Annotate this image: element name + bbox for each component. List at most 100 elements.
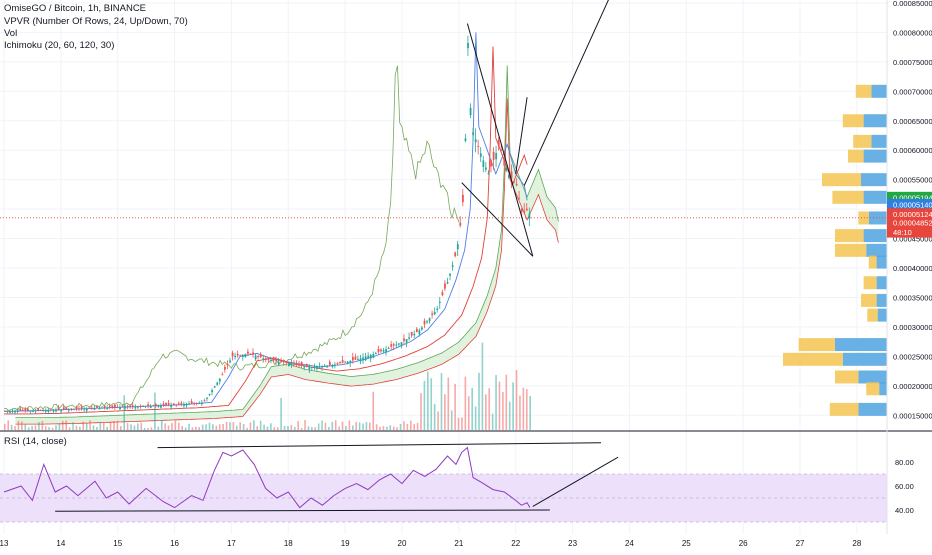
price-tick-label: 0.00025000 [893,352,932,361]
candle-body [293,363,295,365]
candle-body [185,403,188,406]
candle-body [241,354,244,357]
price-badge-label: 0.00005140 [893,200,932,209]
vpvr-indicator-label[interactable]: VPVR (Number Of Rows, 24, Up/Down, 70) [4,16,188,27]
volume-bar [14,426,16,430]
volume-bar [140,422,143,430]
candle-body [157,405,160,408]
volume-bar [27,427,30,430]
price-tick-label: 0.00045000 [893,235,932,244]
volume-bar [51,427,54,430]
volume-bar [212,424,214,430]
rsi-line [3,446,531,509]
vpvr-down-bar [835,229,864,243]
candle-body [369,354,372,359]
candle-body [382,350,385,352]
price-badge [887,198,932,210]
candle-body [270,360,272,362]
volume-bar [379,426,381,430]
candle-body [80,406,83,409]
date-tick-label: 17 [227,539,236,548]
candle-body [62,407,65,410]
candle-body [154,403,157,406]
candle-body [408,337,411,339]
candle-body [165,402,167,406]
volume-bar [181,426,183,430]
volume-bar [256,426,259,430]
volume-bar [38,422,40,430]
candle-body [454,252,457,257]
volume-bar [167,425,170,430]
volume-bar [41,420,44,430]
volume-bar [191,427,194,430]
candle-body [234,355,237,358]
candle-body [375,353,377,355]
candle-body [518,198,521,200]
candle-body [114,404,116,408]
volume-bar [386,426,388,430]
candle-body [295,364,298,366]
candle-body [326,365,329,368]
candle-body [323,365,326,367]
candle-body [257,355,260,357]
candle-body [280,361,283,363]
candle-body [180,402,183,405]
candle-body [239,354,242,356]
vpvr-down-bar [861,293,877,307]
candle-body [162,403,165,406]
volume-bar [525,389,528,430]
candle-body [421,327,423,330]
volume-bar [290,424,293,430]
candle-body [60,409,63,412]
price-tick-label: 0.00020000 [893,382,932,391]
rsi-indicator-label[interactable]: RSI (14, close) [4,436,67,447]
volume-bar [232,421,235,430]
volume-bar [454,383,456,430]
ichimoku-cloud [15,65,559,425]
candle-body [226,363,229,366]
candle-body [418,330,421,335]
candle-body [193,402,196,404]
candle-body [37,408,40,411]
candle-body [50,409,52,411]
volume-indicator-label[interactable]: Vol [4,28,18,39]
volume-bar [304,420,306,430]
volume-bar [198,427,201,430]
volume-bar [68,427,71,430]
volume-bar [505,374,508,430]
volume-bar [273,427,276,430]
volume-bar [297,421,299,430]
candle-body [47,409,50,412]
volume-bar [502,391,504,430]
candle-body [65,407,68,410]
price-tick-label: 0.00060000 [893,146,932,155]
candle-body [262,358,265,360]
volume-bar [365,421,368,430]
wedge-upper-line [466,23,534,257]
candle-body [349,360,352,364]
candle-body [108,406,111,408]
volume-bar [358,422,361,430]
volume-bar [522,387,525,430]
volume-bar [34,425,37,430]
candle-body [395,344,398,346]
volume-bar [61,420,64,430]
candle-body [477,146,480,148]
candle-body [311,366,313,368]
candle-body [195,402,198,404]
volume-bar [79,426,81,430]
volume-bar [201,424,204,430]
price-badge-label: 0.00004852 [893,219,932,228]
vpvr-up-bar [863,149,887,163]
candle-body [152,405,155,407]
candle-body [282,360,285,363]
vpvr-down-bar [867,308,878,322]
candle-body [172,403,175,405]
ichimoku-indicator-label[interactable]: Ichimoku (20, 60, 120, 30) [4,40,115,51]
candle-body [42,410,45,412]
date-tick-label: 15 [113,539,122,548]
candle-body [398,343,400,345]
vpvr-up-bar [858,402,887,416]
